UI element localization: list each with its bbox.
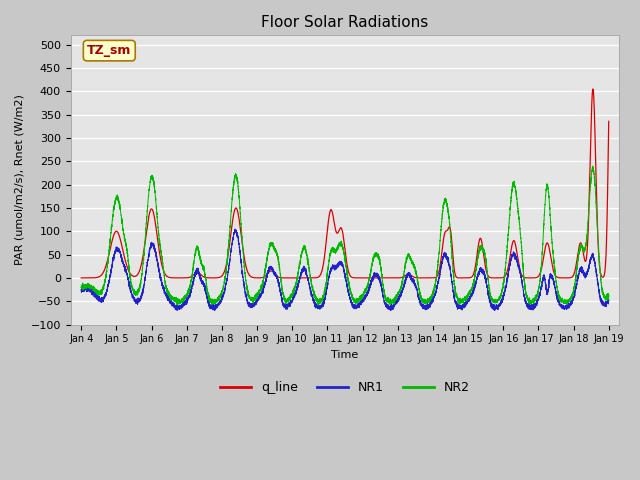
NR1	[231, 226, 239, 232]
q_line	[576, 240, 584, 246]
NR1	[576, 269, 584, 275]
NR2	[589, 163, 596, 169]
q_line	[373, 275, 381, 281]
q_line	[605, 119, 612, 124]
NR1	[257, 291, 264, 297]
Text: TZ_sm: TZ_sm	[87, 44, 131, 57]
NR2	[77, 285, 85, 290]
NR2	[327, 247, 335, 253]
NR1	[478, 266, 486, 272]
NR2	[576, 245, 584, 251]
NR2	[605, 292, 612, 298]
NR1	[327, 269, 335, 275]
NR1	[605, 298, 612, 303]
q_line	[583, 254, 591, 260]
NR2	[583, 235, 591, 241]
Title: Floor Solar Radiations: Floor Solar Radiations	[261, 15, 429, 30]
NR1	[463, 300, 471, 306]
NR2	[314, 302, 322, 308]
q_line	[463, 275, 470, 281]
Line: q_line: q_line	[81, 89, 609, 278]
Legend: q_line, NR1, NR2: q_line, NR1, NR2	[215, 376, 475, 399]
X-axis label: Time: Time	[332, 350, 358, 360]
NR2	[463, 298, 470, 303]
NR2	[478, 245, 486, 251]
Line: NR1: NR1	[81, 229, 609, 311]
q_line	[589, 86, 596, 92]
q_line	[478, 239, 486, 245]
Line: NR2: NR2	[81, 166, 609, 305]
NR2	[257, 288, 264, 294]
NR1	[583, 271, 591, 276]
q_line	[257, 275, 264, 281]
q_line	[327, 207, 335, 213]
NR1	[173, 308, 181, 313]
Y-axis label: PAR (umol/m2/s), Rnet (W/m2): PAR (umol/m2/s), Rnet (W/m2)	[15, 95, 25, 265]
NR1	[77, 287, 85, 292]
q_line	[77, 275, 85, 281]
